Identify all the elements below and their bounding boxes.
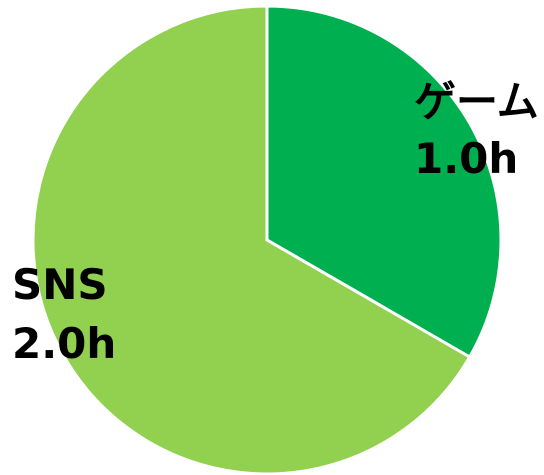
- pie-slice-0: [265, 4, 503, 360]
- pie-slices: [31, 4, 503, 475]
- slice-label-sns-value: 2.0h: [12, 319, 116, 368]
- slice-label-game-value: 1.0h: [414, 134, 518, 183]
- pie-labels: ゲーム 1.0h SNS 2.0h: [12, 77, 539, 368]
- slice-label-game-name: ゲーム: [414, 77, 539, 126]
- slice-label-sns-name: SNS: [12, 260, 108, 309]
- pie-slice-1: [31, 4, 472, 475]
